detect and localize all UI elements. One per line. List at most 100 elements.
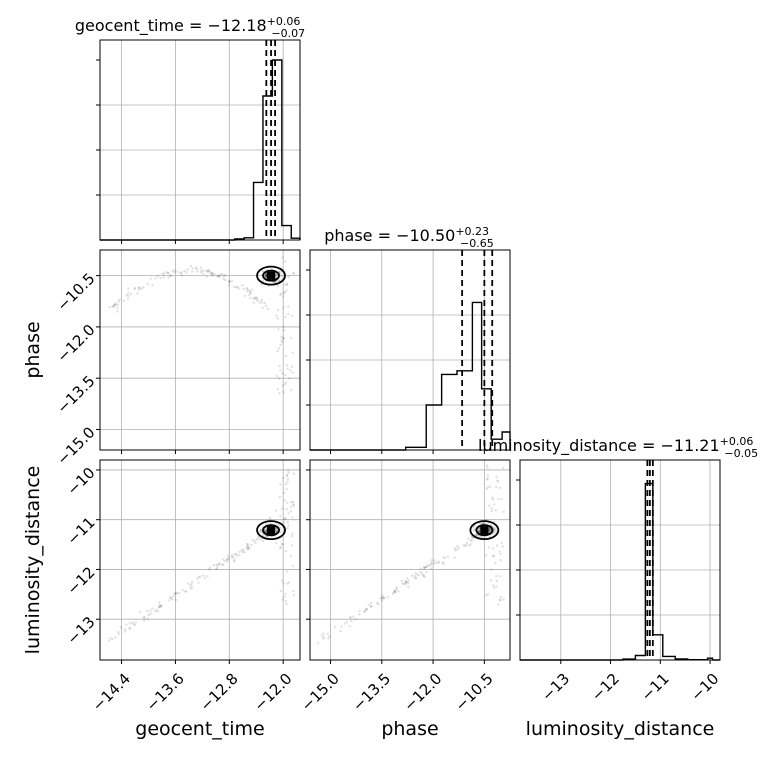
sample-point [282,291,286,294]
sample-point [216,564,219,567]
sample-point [240,549,243,552]
sample-point [276,349,279,353]
y-tick-label-luminosity_distance: −12 [63,563,98,598]
x-tick-label-phase: −12.0 [400,670,445,715]
sample-point [406,577,409,580]
sample-point [284,315,287,319]
sample-point [474,533,477,537]
sample-point [502,598,505,601]
sample-point [256,535,260,539]
x-tick-label-luminosity_distance: −12 [588,670,623,705]
sample-point [125,623,128,626]
y-tick-label-luminosity_distance: −13 [63,613,98,648]
sample-point [169,596,172,599]
sample-point [365,607,368,611]
sample-point [287,471,290,474]
y-axis-label-luminosity-distance: luminosity_distance [22,466,44,655]
sample-point [167,271,170,275]
sample-point [376,601,379,605]
sample-point [379,597,382,600]
sample-point [222,275,226,278]
sample-point [363,609,366,613]
sample-point [500,497,503,501]
sample-point [395,587,399,591]
sample-point [123,628,126,631]
sample-point [286,582,289,585]
sample-point [156,610,160,613]
sample-point [265,530,268,534]
sample-point [478,535,482,539]
sample-point [112,304,116,307]
sample-point [202,272,205,276]
sample-point [215,567,218,571]
sample-point [421,573,425,577]
sample-point [469,542,472,546]
sample-point [495,579,499,583]
sample-point [190,270,194,273]
sample-point [206,575,209,578]
sample-point [349,616,352,620]
sample-point [277,523,281,527]
sample-point [128,622,131,625]
sample-point [223,559,226,563]
sample-point [128,626,132,630]
sample-point [142,619,146,622]
sample-point [160,605,163,608]
sample-point [465,541,469,544]
sample-point [492,547,495,550]
sample-point [230,556,234,559]
sample-point [111,637,114,641]
x-tick-label-luminosity_distance: −10 [687,670,722,705]
sample-point [496,544,499,547]
sample-point [280,579,284,583]
sample-point [286,367,289,370]
sample-point [468,544,471,547]
sample-point [242,548,245,552]
sample-point [367,603,370,607]
sample-point [285,474,288,478]
sample-point [472,536,475,539]
sample-point [275,528,278,531]
sample-point [263,528,267,532]
sample-point [322,632,325,635]
sample-point [253,539,256,543]
panel-frame [99,459,301,661]
sample-point [430,559,433,562]
sample-point [279,343,282,347]
sample-point [115,306,119,309]
sample-point [250,543,253,547]
sample-point [285,289,288,292]
sample-point [285,602,288,606]
sample-point [210,272,214,276]
sample-point [499,552,502,556]
sample-point [283,382,287,386]
sample-point [257,537,261,540]
sample-point [406,582,410,585]
sample-point [414,571,417,575]
sample-point [176,591,179,595]
sample-point [287,512,290,515]
sample-point [494,530,498,533]
sample-point [496,479,499,482]
sample-point [282,295,285,298]
sample-point [208,270,212,273]
panel-2d-phase-vs-luminosity_distance: −15.0 −13.5 −12.0 −10.5 [298,459,511,715]
sample-point [282,521,286,524]
sample-point [491,496,494,499]
sample-point [442,556,445,559]
sample-point [287,524,290,527]
sample-point [224,278,227,282]
x-tick-label-geocent_time: −13.6 [143,670,188,715]
sample-point [292,271,295,275]
panel-hist-luminosity_distance: −13 −12 −11 −10 [516,459,722,705]
sample-point [291,564,295,568]
sample-point [289,510,293,513]
sample-point [442,562,445,565]
sample-point [164,270,168,274]
sample-point [455,548,459,551]
panel-2d-geocent_time-vs-luminosity_distance: −14.4 −13.6 −12.8 −12.0 −13 −12 −11 −10 [63,459,301,715]
sample-point [291,532,294,536]
sample-point [485,464,489,467]
sample-point [235,286,238,289]
sample-point [224,273,227,277]
